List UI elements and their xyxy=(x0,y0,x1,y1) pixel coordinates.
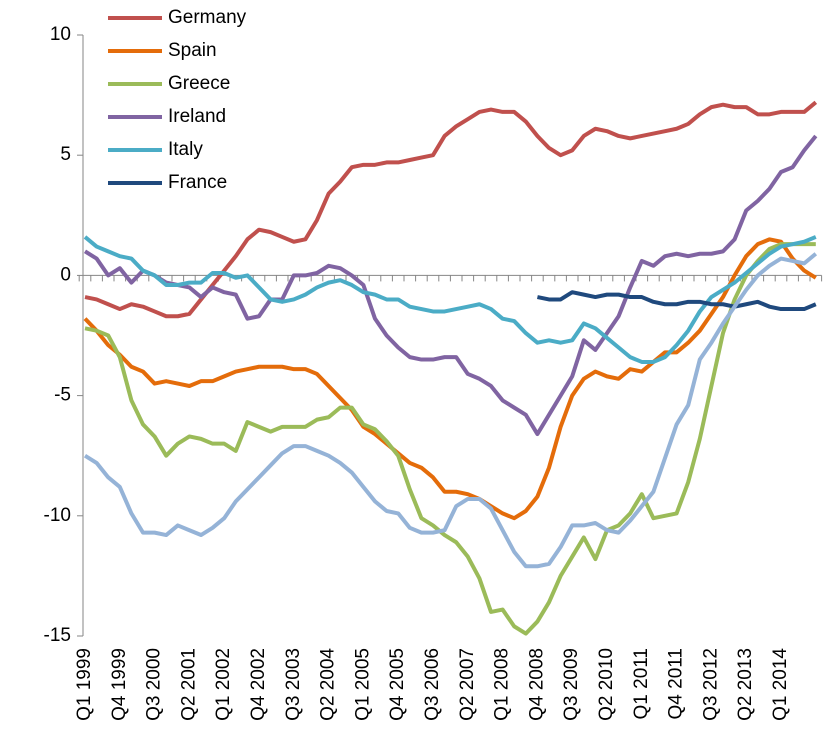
series-line xyxy=(83,134,818,437)
y-tick-label: 10 xyxy=(50,24,71,45)
x-tick-label: Q4 1999 xyxy=(109,648,130,721)
x-tick-label: Q3 2012 xyxy=(700,648,721,721)
series-line xyxy=(83,252,818,569)
legend-label: Spain xyxy=(168,40,217,61)
series-line xyxy=(84,242,816,636)
x-tick-label: Q4 2005 xyxy=(387,648,408,721)
x-tick-label: Q1 2011 xyxy=(631,648,652,719)
series-line xyxy=(83,235,817,364)
x-tick-label: Q1 1999 xyxy=(74,648,95,721)
x-tick-label: Q1 2008 xyxy=(492,648,513,721)
legend-label: Ireland xyxy=(168,106,226,127)
x-tick-label: Q3 2009 xyxy=(561,648,582,721)
x-tick-label: Q2 2010 xyxy=(596,648,617,721)
x-tick-label: Q1 2002 xyxy=(213,648,234,721)
x-tick-label: Q2 2007 xyxy=(457,648,478,721)
legend-label: Italy xyxy=(168,139,203,160)
series-line xyxy=(83,237,817,521)
x-tick-label: Q1 2014 xyxy=(770,648,791,721)
legend-label: France xyxy=(168,172,227,193)
x-tick-label: Q4 2008 xyxy=(526,648,547,721)
y-tick-label: -15 xyxy=(44,625,71,646)
y-tick-label: -10 xyxy=(44,505,71,526)
x-tick-label: Q2 2013 xyxy=(735,648,756,721)
x-tick-label: Q1 2005 xyxy=(352,648,373,721)
y-tick-label: 0 xyxy=(60,264,71,285)
series-line xyxy=(536,290,817,312)
legend-label: Germany xyxy=(168,7,247,28)
y-tick-label: 5 xyxy=(60,144,71,165)
x-tick-label: Q3 2006 xyxy=(422,648,443,721)
x-tick-label: Q3 2000 xyxy=(144,648,165,721)
x-tick-label: Q4 2011 xyxy=(666,648,687,719)
x-tick-label: Q2 2001 xyxy=(178,648,199,721)
x-tick-label: Q4 2002 xyxy=(248,648,269,721)
legend-label: Greece xyxy=(168,73,230,94)
y-tick-label: -5 xyxy=(54,385,71,406)
x-tick-label: Q3 2003 xyxy=(283,648,304,721)
x-tick-label: Q2 2004 xyxy=(318,648,339,721)
